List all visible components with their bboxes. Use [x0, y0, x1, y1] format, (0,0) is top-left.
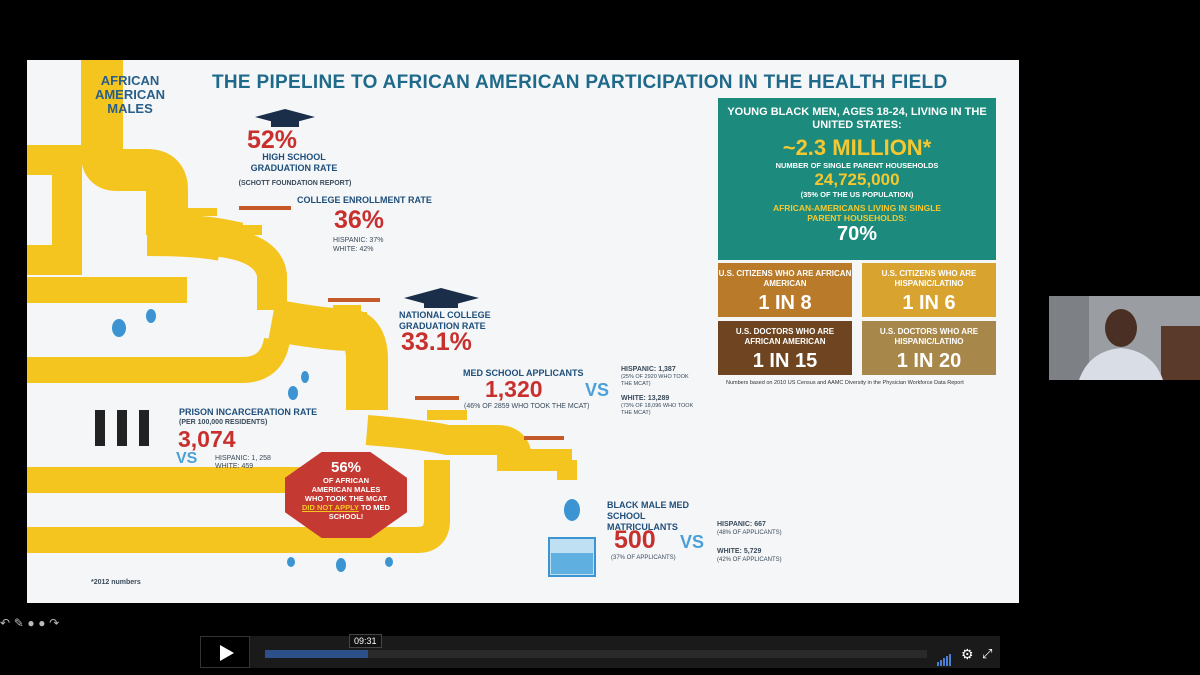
stat-box-value: 1 IN 15 — [752, 350, 818, 372]
african-american-males-label: AFRICAN AMERICAN MALES — [94, 73, 166, 116]
dot-icon-2[interactable]: ● — [38, 616, 46, 630]
college-enrollment-pct: 36% — [334, 206, 385, 234]
panel-aa-pct: 70% — [836, 223, 878, 245]
stat-box-hispanic-doctors: U.S. DOCTORS WHO ARE HISPANIC/LATINO 1 I… — [862, 321, 996, 375]
progress-fill — [265, 650, 368, 658]
hs-graduation-label: HIGH SCHOOL GRADUATION RATE — [250, 152, 338, 173]
msa-white: WHITE: 13,289 — [621, 395, 670, 402]
stat-box-label: U.S. CITIZENS WHO ARE AFRICAN AMERICAN — [718, 269, 852, 288]
demographics-panel: YOUNG BLACK MEN, AGES 18-24, LIVING IN T… — [718, 98, 996, 260]
presenter-webcam — [1049, 296, 1200, 380]
prison-sub: (PER 100,000 RESIDENTS) — [179, 419, 268, 426]
stat-box-label: U.S. DOCTORS WHO ARE AFRICAN AMERICAN — [735, 327, 835, 346]
undo-icon[interactable]: ↶ — [0, 616, 11, 630]
presenter-image — [1049, 296, 1200, 380]
matriculants-white: WHITE: 5,729 — [717, 548, 762, 555]
panel-sph-sub: (35% OF THE US POPULATION) — [800, 190, 914, 199]
msa-white-sub: (73% OF 18,096 WHO TOOK THE MCAT) — [621, 403, 694, 416]
hs-graduation-source: (SCHOTT FOUNDATION REPORT) — [238, 180, 352, 187]
black-male-matriculants-label: BLACK MALE MED SCHOOL MATRICULANTS — [607, 500, 689, 532]
settings-gear-icon[interactable]: ⚙ — [961, 646, 974, 662]
annotation-toolbar: ↶ ✎ ● ● ↷ — [0, 615, 70, 633]
matriculants-vs: VS — [680, 532, 705, 552]
panel-sph-label: NUMBER OF SINGLE PARENT HOUSEHOLDS — [775, 161, 939, 170]
panel-aa-label: AFRICAN-AMERICANS LIVING IN SINGLE PAREN… — [772, 203, 942, 223]
prison-label: PRISON INCARCERATION RATE — [179, 407, 318, 417]
redo-icon[interactable]: ↷ — [49, 616, 60, 630]
matriculants-hispanic-sub: (48% OF APPLICANTS) — [717, 530, 782, 536]
matriculants-hispanic: HISPANIC: 667 — [717, 521, 766, 528]
msa-sub: (46% OF 2859 WHO TOOK THE MCAT) — [464, 403, 590, 410]
msa-hispanic-sub: (25% OF 2920 WHO TOOK THE MCAT) — [621, 374, 689, 387]
stat-box-value: 1 IN 6 — [902, 292, 956, 314]
pipeline-graphic — [27, 60, 596, 577]
panel-million: ~2.3 MILLION* — [782, 135, 932, 160]
ncg-label: NATIONAL COLLEGE GRADUATION RATE — [399, 310, 491, 331]
prison-white: WHITE: 459 — [215, 463, 254, 470]
octo-line2: DID NOT APPLY — [302, 503, 359, 512]
panel-heading: YOUNG BLACK MEN, AGES 18-24, LIVING IN T… — [727, 106, 987, 131]
stat-box-value: 1 IN 20 — [896, 350, 962, 372]
progress-bar[interactable] — [265, 650, 927, 658]
panel-sph-number: 24,725,000 — [814, 170, 900, 189]
prison-hispanic: HISPANIC: 1, 258 — [215, 455, 271, 462]
hs-graduation-pct: 52% — [247, 126, 298, 154]
ncg-pct: 33.1% — [401, 328, 472, 356]
octo-pct: 56% — [330, 459, 362, 476]
college-enrollment-hispanic: HISPANIC: 37% — [333, 237, 384, 244]
volume-icon[interactable] — [937, 648, 952, 666]
dot-icon[interactable]: ● — [27, 616, 35, 630]
black-male-matriculants-number: 500 — [614, 526, 656, 554]
slide-title: THE PIPELINE TO AFRICAN AMERICAN PARTICI… — [212, 72, 948, 93]
play-button[interactable] — [200, 636, 250, 668]
stop-sign-callout: 56% OF AFRICAN AMERICAN MALES WHO TOOK T… — [285, 452, 407, 538]
footnote: *2012 numbers — [91, 579, 141, 586]
stat-box-value: 1 IN 8 — [758, 292, 812, 314]
stat-box-label: U.S. DOCTORS WHO ARE HISPANIC/LATINO — [879, 327, 979, 346]
college-enrollment-label: COLLEGE ENROLLMENT RATE — [297, 195, 432, 205]
octo-line3: TO MED SCHOOL! — [328, 503, 390, 521]
pencil-icon[interactable]: ✎ — [13, 616, 24, 630]
time-tooltip: 09:31 — [349, 634, 382, 648]
prison-vs: VS — [176, 450, 198, 467]
octo-line1: OF AFRICAN AMERICAN MALES WHO TOOK THE M… — [304, 476, 388, 503]
stat-box-aa-doctors: U.S. DOCTORS WHO ARE AFRICAN AMERICAN 1 … — [718, 321, 852, 375]
matriculants-white-sub: (42% OF APPLICANTS) — [717, 557, 782, 563]
msa-hispanic: HISPANIC: 1,387 — [621, 366, 676, 373]
presentation-slide: THE PIPELINE TO AFRICAN AMERICAN PARTICI… — [27, 60, 1019, 603]
msa-label: MED SCHOOL APPLICANTS — [463, 368, 584, 378]
prison-bars-icon — [95, 410, 161, 446]
prison-number: 3,074 — [178, 426, 236, 452]
stat-box-label: U.S. CITIZENS WHO ARE HISPANIC/LATINO — [881, 269, 977, 288]
msa-number: 1,320 — [485, 376, 543, 402]
college-enrollment-white: WHITE: 42% — [333, 246, 374, 253]
matriculants-sub: (37% OF APPLICANTS) — [611, 555, 676, 561]
msa-vs: VS — [585, 380, 610, 400]
fullscreen-icon[interactable]: ⤢ — [982, 646, 993, 661]
stat-box-aa-citizens: U.S. CITIZENS WHO ARE AFRICAN AMERICAN 1… — [718, 263, 852, 317]
stat-box-hispanic-citizens: U.S. CITIZENS WHO ARE HISPANIC/LATINO 1 … — [862, 263, 996, 317]
panel-source-note: Numbers based on 2010 US Census and AAMC… — [726, 380, 964, 386]
